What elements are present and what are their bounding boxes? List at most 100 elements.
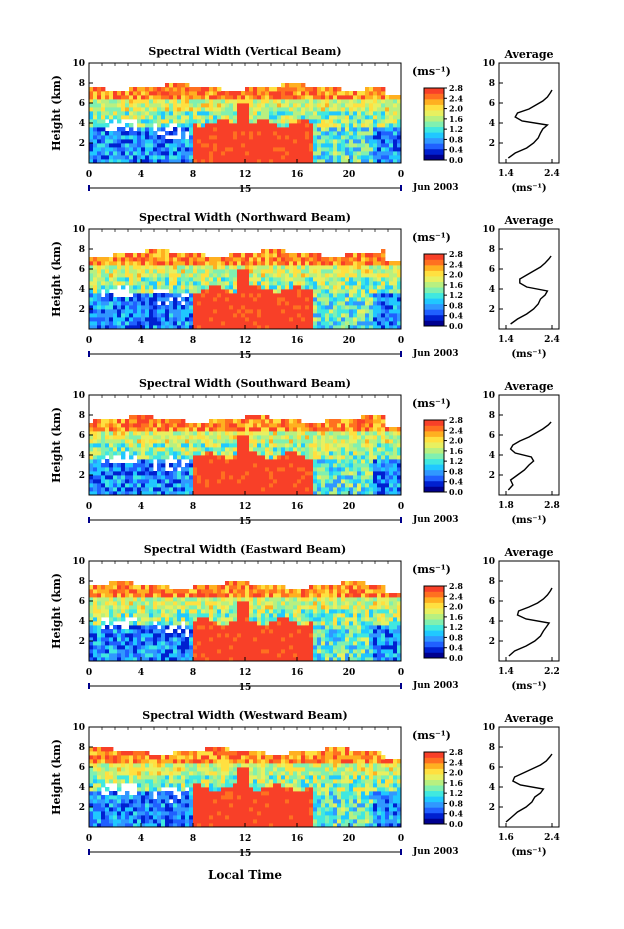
heatmap-cell: [357, 293, 362, 298]
heatmap-cell: [325, 325, 330, 330]
heatmap-cell: [97, 625, 102, 630]
heatmap-cell: [373, 269, 378, 274]
heatmap-cell: [109, 107, 114, 112]
heatmap-cell: [349, 261, 354, 266]
heatmap-cell: [189, 487, 194, 492]
heatmap-cell: [325, 135, 330, 140]
heatmap-cell: [245, 99, 250, 104]
heatmap-cell: [169, 269, 174, 274]
heatmap-cell: [309, 451, 314, 456]
heatmap-cell: [153, 265, 158, 270]
heatmap-cell: [265, 135, 270, 140]
heatmap-cell: [249, 257, 254, 262]
heatmap-cell: [237, 99, 242, 104]
heatmap-cell: [361, 305, 366, 310]
heatmap-cell: [117, 637, 122, 642]
heatmap-cell: [109, 585, 114, 590]
heatmap-cell: [337, 147, 342, 152]
heatmap-cell: [197, 317, 202, 322]
heatmap-cell: [149, 155, 154, 160]
heatmap-cell: [109, 581, 114, 586]
heatmap-cell: [233, 91, 238, 96]
heatmap-cell: [125, 475, 130, 480]
heatmap-cell: [261, 297, 266, 302]
heatmap-cell: [229, 423, 234, 428]
heatmap-cell: [329, 103, 334, 108]
heatmap-cell: [293, 423, 298, 428]
heatmap-cell: [297, 115, 302, 120]
heatmap-cell: [129, 491, 134, 496]
heatmap-cell: [205, 435, 210, 440]
heatmap-cell: [265, 87, 270, 92]
heatmap-cell: [349, 301, 354, 306]
heatmap-cell: [241, 491, 246, 496]
heatmap-cell: [189, 111, 194, 116]
heatmap-cell: [149, 87, 154, 92]
heatmap-cell: [277, 431, 282, 436]
heatmap-cell: [101, 585, 106, 590]
heatmap-cell: [357, 309, 362, 314]
heatmap-cell: [109, 435, 114, 440]
heatmap-cell: [237, 131, 242, 136]
heatmap-cell: [297, 107, 302, 112]
heatmap-cell: [93, 479, 98, 484]
heatmap-cell: [253, 317, 258, 322]
heatmap-cell: [141, 613, 146, 618]
heatmap-cell: [133, 99, 138, 104]
heatmap-cell: [205, 155, 210, 160]
heatmap-cell: [321, 119, 326, 124]
heatmap-cell: [161, 313, 166, 318]
heatmap-cell: [245, 289, 250, 294]
heatmap-cell: [373, 159, 378, 164]
heatmap-cell: [365, 471, 370, 476]
heatmap-cell: [301, 289, 306, 294]
heatmap-cell: [345, 439, 350, 444]
heatmap-cell: [129, 99, 134, 104]
heatmap-cell: [277, 123, 282, 128]
heatmap-cell: [133, 289, 138, 294]
heatmap-cell: [97, 609, 102, 614]
heatmap-cell: [297, 99, 302, 104]
heatmap-cell: [361, 471, 366, 476]
heatmap-cell: [393, 119, 398, 124]
heatmap-cell: [257, 285, 262, 290]
heatmap-cell: [177, 305, 182, 310]
heatmap-cell: [265, 289, 270, 294]
heatmap-cell: [337, 455, 342, 460]
heatmap-cell: [249, 309, 254, 314]
heatmap-cell: [201, 269, 206, 274]
heatmap-cell: [149, 609, 154, 614]
heatmap-cell: [229, 277, 234, 282]
heatmap-cell: [89, 487, 94, 492]
average-profile-line: [507, 89, 553, 159]
heatmap-cell: [149, 617, 154, 622]
heatmap-cell: [361, 459, 366, 464]
heatmap-cell: [261, 143, 266, 148]
heatmap-cell: [173, 253, 178, 258]
heatmap-cell: [349, 479, 354, 484]
heatmap-cell: [297, 297, 302, 302]
heatmap-cell: [93, 99, 98, 104]
heatmap-cell: [273, 281, 278, 286]
heatmap-cell: [261, 483, 266, 488]
heatmap-cell: [325, 285, 330, 290]
heatmap-cell: [89, 285, 94, 290]
heatmap-cell: [229, 265, 234, 270]
heatmap-cell: [137, 459, 142, 464]
heatmap-cell: [169, 483, 174, 488]
heatmap-cell: [345, 463, 350, 468]
heatmap-cell: [333, 265, 338, 270]
heatmap-cell: [269, 431, 274, 436]
heatmap-cell: [297, 159, 302, 164]
heatmap-cell: [125, 629, 130, 634]
heatmap-cell: [329, 281, 334, 286]
heatmap-cell: [377, 87, 382, 92]
heatmap-cell: [285, 305, 290, 310]
heatmap-cell: [305, 305, 310, 310]
heatmap-cell: [309, 143, 314, 148]
heatmap-cell: [369, 289, 374, 294]
heatmap-cell: [221, 471, 226, 476]
heatmap-cell: [97, 297, 102, 302]
colorbar-tick-label: 2.8: [449, 83, 463, 93]
heatmap-cell: [341, 257, 346, 262]
